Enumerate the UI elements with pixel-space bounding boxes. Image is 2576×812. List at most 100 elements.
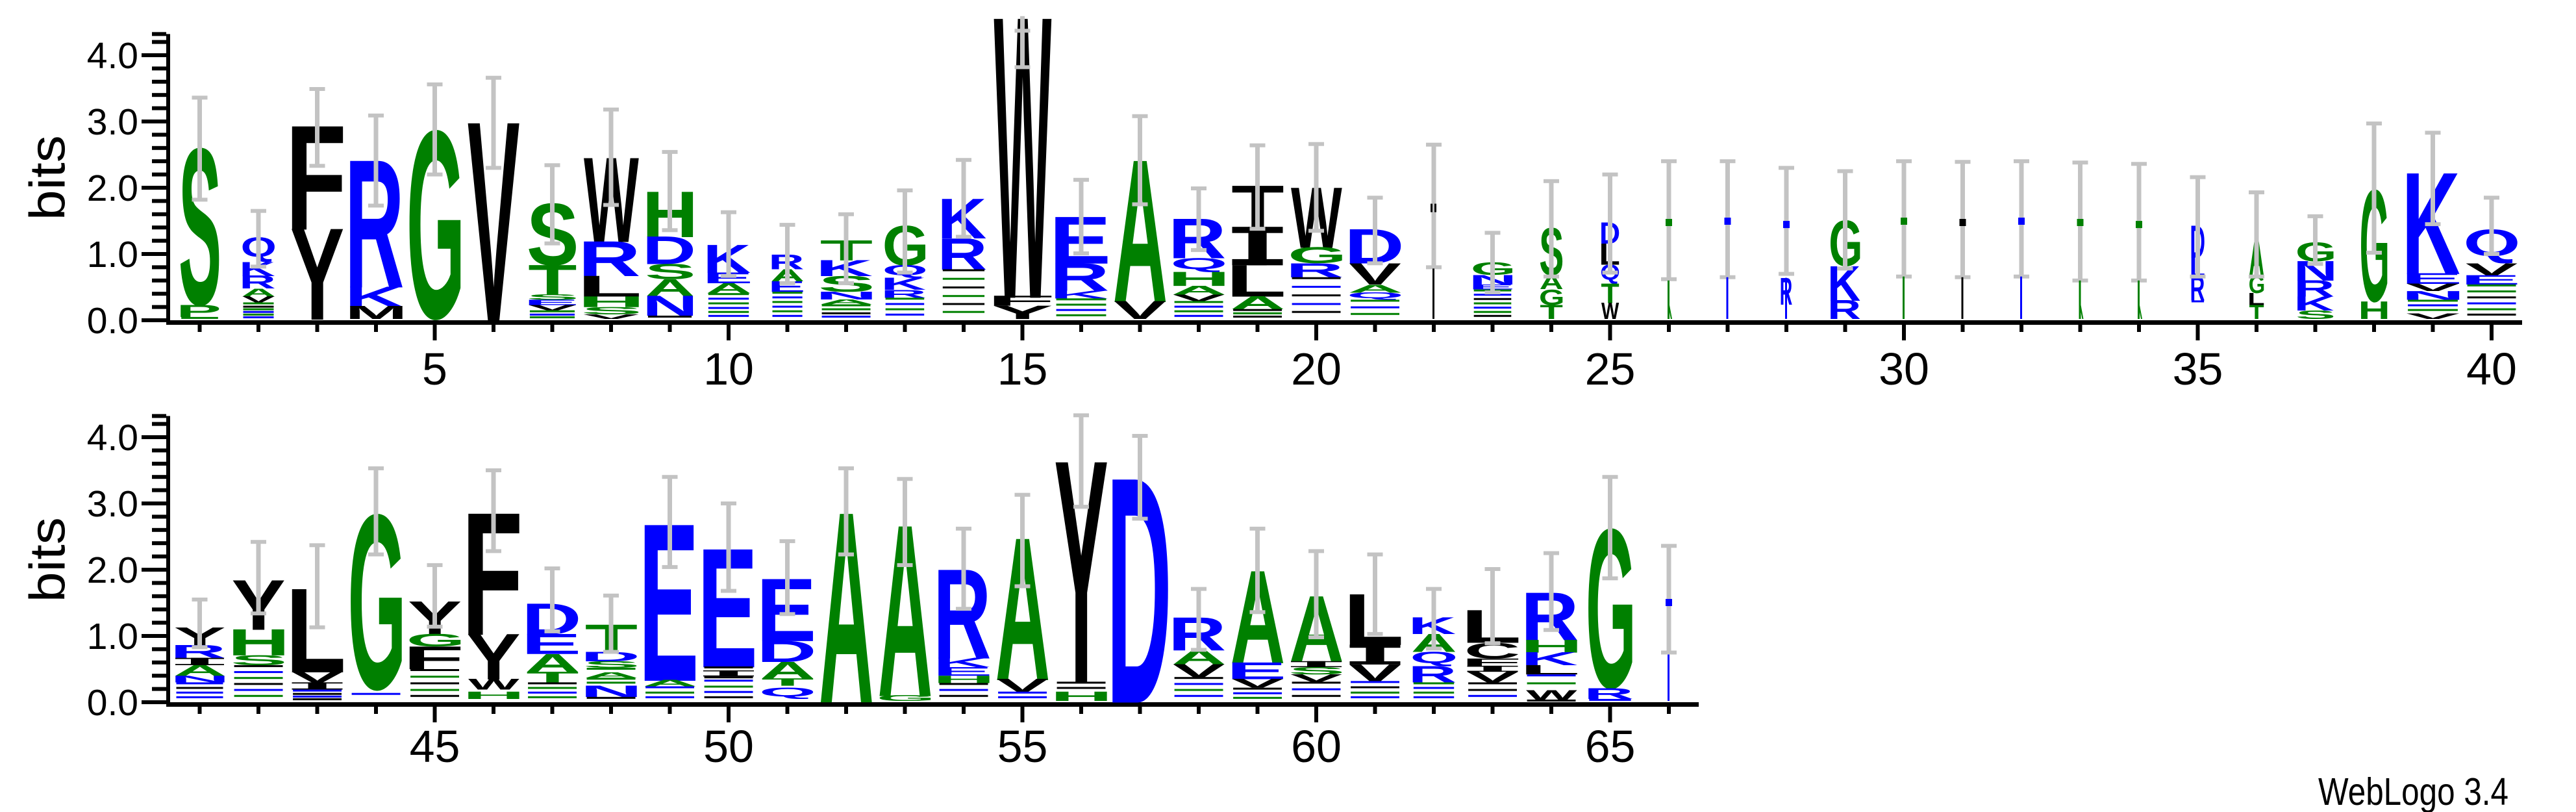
svg-text:0.0: 0.0	[87, 682, 138, 724]
svg-text:A: A	[645, 274, 695, 301]
svg-text:E: E	[523, 298, 579, 307]
svg-text:2.0: 2.0	[87, 550, 138, 591]
svg-text:D: D	[642, 229, 696, 273]
svg-text:3.0: 3.0	[87, 101, 138, 143]
svg-text:5: 5	[422, 344, 447, 394]
svg-text:T: T	[528, 256, 577, 303]
svg-text:M: M	[345, 302, 408, 323]
svg-text:65: 65	[1585, 721, 1636, 772]
svg-text:E: E	[932, 665, 993, 679]
svg-text:H: H	[1520, 636, 1582, 656]
svg-text:A: A	[643, 678, 698, 689]
svg-text:4.0: 4.0	[87, 417, 138, 459]
svg-text:D: D	[581, 649, 640, 664]
svg-text:K: K	[1050, 288, 1108, 301]
svg-text:H: H	[1050, 689, 1112, 704]
svg-text:H: H	[1168, 268, 1230, 290]
svg-text:25: 25	[1585, 344, 1636, 394]
svg-text:R: R	[1827, 295, 1861, 325]
svg-text:H: H	[932, 674, 995, 685]
svg-text:Q: Q	[759, 685, 816, 700]
svg-text:3.0: 3.0	[87, 483, 138, 525]
svg-text:0.0: 0.0	[87, 300, 138, 342]
svg-text:R: R	[881, 287, 927, 300]
svg-text:R: R	[1050, 255, 1110, 299]
svg-text:1.0: 1.0	[87, 616, 138, 657]
svg-text:V: V	[2406, 312, 2460, 320]
svg-text:10: 10	[703, 344, 754, 394]
svg-text:WebLogo 3.4: WebLogo 3.4	[2318, 770, 2508, 812]
svg-text:H: H	[2358, 296, 2390, 324]
svg-text:H: H	[227, 621, 290, 663]
svg-text:T: T	[1601, 279, 1619, 309]
svg-text:L: L	[577, 270, 642, 303]
svg-text:bits: bits	[20, 517, 76, 602]
svg-text:S: S	[581, 305, 642, 316]
svg-text:S: S	[1288, 665, 1345, 677]
svg-text:Q: Q	[1170, 255, 1227, 272]
svg-text:V: V	[2406, 281, 2460, 293]
svg-text:A: A	[1171, 283, 1227, 298]
svg-text:55: 55	[997, 721, 1048, 772]
svg-text:60: 60	[1291, 721, 1342, 772]
svg-text:R: R	[2294, 276, 2334, 302]
svg-text:V: V	[583, 313, 640, 321]
svg-text:T: T	[2249, 301, 2264, 324]
svg-text:N: N	[815, 290, 877, 302]
svg-text:D: D	[757, 635, 816, 669]
svg-text:30: 30	[1879, 344, 1929, 394]
svg-text:A: A	[525, 648, 581, 678]
svg-text:Y: Y	[992, 301, 1053, 323]
svg-text:R: R	[578, 231, 640, 287]
svg-text:K: K	[933, 655, 990, 670]
svg-text:S: S	[645, 260, 695, 284]
svg-text:A: A	[760, 657, 816, 683]
svg-text:A: A	[173, 662, 226, 679]
svg-text:1.0: 1.0	[87, 234, 138, 275]
svg-text:V: V	[2466, 260, 2518, 279]
svg-text:A: A	[819, 298, 874, 306]
svg-text:A: A	[584, 671, 639, 679]
svg-text:L: L	[1226, 256, 1286, 307]
svg-text:4.0: 4.0	[87, 35, 138, 77]
svg-text:R: R	[239, 272, 275, 292]
svg-text:2.0: 2.0	[87, 168, 138, 209]
svg-text:A: A	[242, 286, 276, 299]
svg-text:V: V	[242, 294, 275, 304]
svg-text:Q: Q	[1347, 291, 1404, 300]
svg-text:K: K	[2294, 292, 2334, 314]
svg-text:G: G	[877, 693, 936, 703]
svg-text:E: E	[2460, 272, 2521, 287]
svg-text:G: G	[1288, 243, 1347, 268]
svg-text:K: K	[1521, 648, 1578, 669]
svg-text:V: V	[528, 303, 577, 312]
svg-text:H: H	[462, 689, 525, 701]
svg-text:15: 15	[997, 344, 1048, 394]
svg-text:V: V	[1114, 296, 1166, 325]
svg-text:45: 45	[410, 721, 460, 772]
svg-text:35: 35	[2173, 344, 2223, 394]
svg-text:G: G	[1539, 285, 1564, 310]
svg-text:20: 20	[1291, 344, 1342, 394]
svg-text:Q: Q	[1410, 648, 1458, 666]
svg-text:N: N	[2401, 288, 2466, 303]
svg-text:S: S	[527, 293, 579, 301]
svg-text:V: V	[1173, 292, 1225, 303]
svg-text:Y: Y	[467, 620, 521, 694]
svg-text:Y: Y	[290, 201, 344, 348]
svg-text:F: F	[986, 293, 1055, 309]
svg-text:A: A	[1348, 282, 1403, 295]
svg-text:W: W	[1526, 687, 1578, 702]
svg-text:V: V	[1290, 672, 1343, 684]
svg-text:W: W	[468, 676, 519, 693]
svg-text:R: R	[1780, 270, 1792, 313]
svg-text:L: L	[2247, 289, 2264, 309]
svg-text:bits: bits	[20, 135, 76, 220]
svg-text:E: E	[2401, 270, 2462, 287]
svg-text:50: 50	[703, 721, 754, 772]
svg-text:K: K	[881, 274, 926, 294]
svg-text:G: G	[406, 630, 466, 650]
svg-text:40: 40	[2466, 344, 2517, 394]
svg-text:T: T	[761, 676, 814, 688]
svg-text:S: S	[583, 659, 640, 670]
